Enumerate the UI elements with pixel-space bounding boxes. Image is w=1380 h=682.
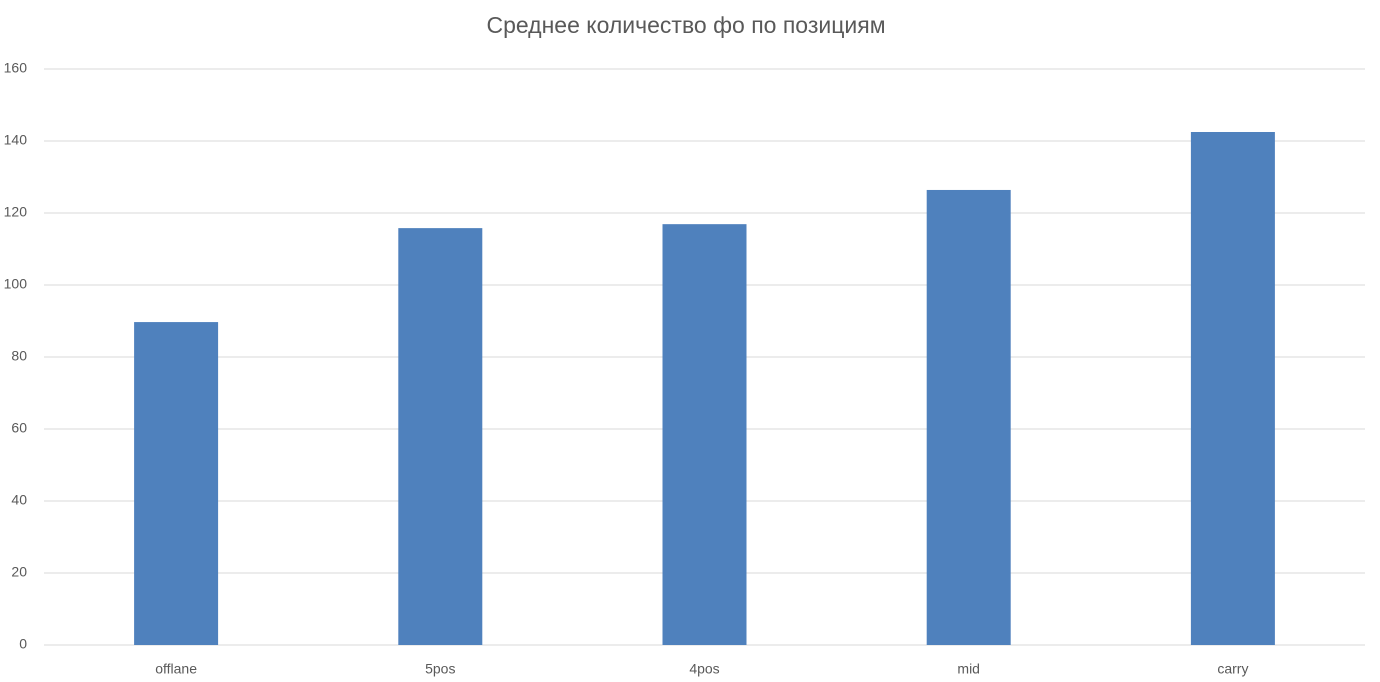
bar bbox=[1190, 132, 1275, 645]
bar bbox=[134, 322, 219, 645]
y-tick-label: 0 bbox=[19, 636, 27, 652]
y-tick-label: 140 bbox=[4, 132, 28, 148]
chart-title: Среднее количество фо по позициям bbox=[486, 12, 885, 38]
bar bbox=[662, 224, 747, 645]
y-tick-label: 40 bbox=[11, 492, 27, 508]
bar bbox=[926, 189, 1011, 645]
y-tick-label: 100 bbox=[4, 276, 28, 292]
y-tick-label: 120 bbox=[4, 204, 28, 220]
x-tick-label: offlane bbox=[155, 661, 197, 677]
x-tick-label: mid bbox=[957, 661, 980, 677]
y-tick-label: 160 bbox=[4, 60, 28, 76]
x-tick-label: 4pos bbox=[689, 661, 719, 677]
x-tick-label: 5pos bbox=[425, 661, 455, 677]
y-tick-label: 20 bbox=[11, 564, 27, 580]
x-tick-label: carry bbox=[1217, 661, 1248, 677]
y-tick-label: 60 bbox=[11, 420, 27, 436]
bar bbox=[398, 228, 483, 645]
y-tick-label: 80 bbox=[11, 348, 27, 364]
